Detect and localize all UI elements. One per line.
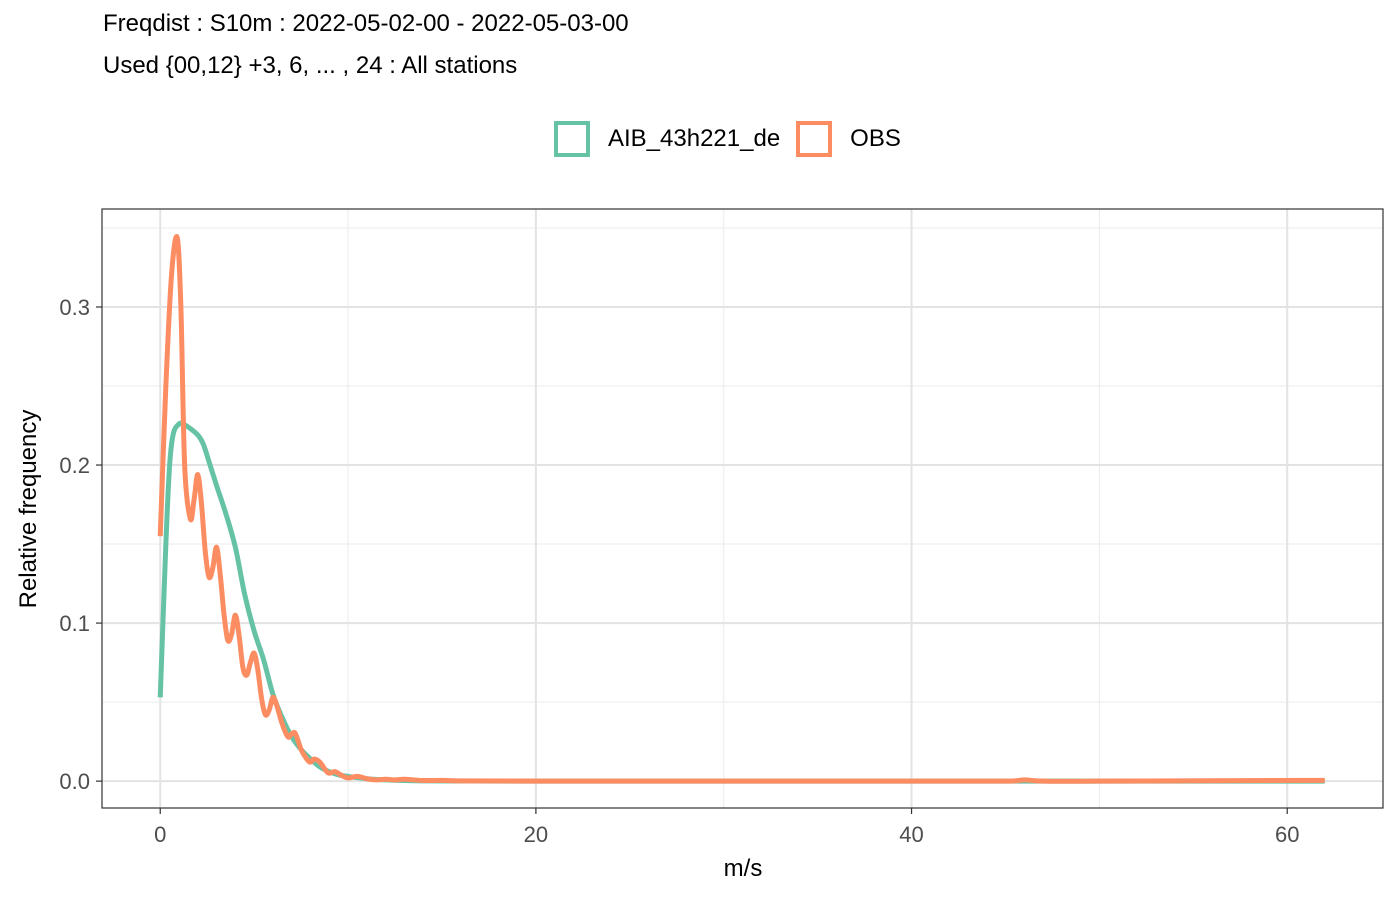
- x-tick-label: 40: [899, 822, 923, 847]
- x-tick-label: 0: [154, 822, 166, 847]
- grid-minor: [102, 209, 1383, 808]
- chart-title: Freqdist : S10m : 2022-05-02-00 - 2022-0…: [103, 10, 629, 37]
- tick-labels: 0 20 40 60 0.0 0.1 0.2 0.3: [59, 295, 1299, 847]
- legend-label-model: AIB_43h221_de: [608, 125, 781, 152]
- axis-ticks: [96, 306, 1288, 814]
- x-tick-label: 60: [1275, 822, 1299, 847]
- x-tick-label: 20: [524, 822, 548, 847]
- y-tick-label: 0.0: [59, 769, 90, 794]
- series-layer: [157, 234, 1325, 784]
- legend-key-obs: [796, 121, 833, 157]
- series-line-obs: [157, 234, 1325, 784]
- y-tick-label: 0.3: [59, 295, 90, 320]
- grid-major: [102, 209, 1383, 808]
- y-axis-title: Relative frequency: [15, 410, 42, 609]
- legend-key-model: [554, 121, 590, 157]
- y-tick-label: 0.1: [59, 611, 90, 636]
- legend-label-obs: OBS: [850, 125, 901, 152]
- chart-legend: AIB_43h221_de OBS: [554, 116, 917, 162]
- legend-item-model: AIB_43h221_de: [554, 121, 780, 157]
- legend-item-obs: OBS: [796, 121, 901, 157]
- series-line-model: [157, 420, 1325, 784]
- plot-panel-border: [101, 208, 1384, 809]
- y-tick-label: 0.2: [59, 453, 90, 478]
- x-axis-title: m/s: [724, 855, 763, 882]
- chart-subtitle: Used {00,12} +3, 6, ... , 24 : All stati…: [103, 52, 518, 79]
